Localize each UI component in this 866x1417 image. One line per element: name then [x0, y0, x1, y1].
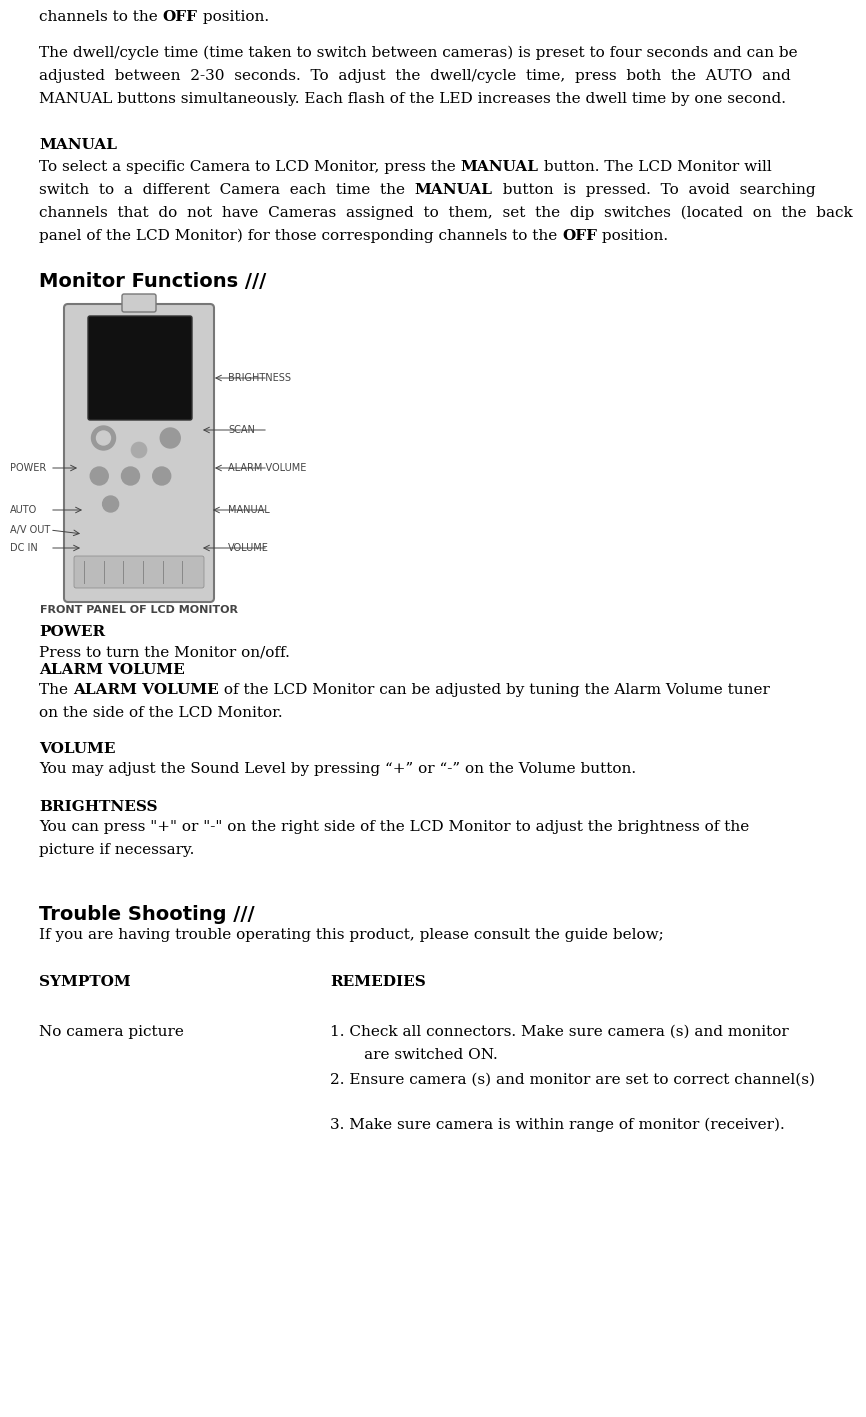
Text: MANUAL: MANUAL [461, 160, 539, 174]
FancyBboxPatch shape [74, 555, 204, 588]
Text: picture if necessary.: picture if necessary. [39, 843, 194, 857]
Text: panel of the LCD Monitor) for those corresponding channels to the: panel of the LCD Monitor) for those corr… [39, 230, 562, 244]
Text: MANUAL: MANUAL [228, 504, 269, 514]
Text: The: The [39, 683, 73, 697]
Text: SYMPTOM: SYMPTOM [39, 975, 131, 989]
Text: ALARM VOLUME: ALARM VOLUME [73, 683, 218, 697]
Text: MANUAL buttons simultaneously. Each flash of the LED increases the dwell time by: MANUAL buttons simultaneously. Each flas… [39, 92, 786, 106]
Text: ALARM VOLUME: ALARM VOLUME [39, 663, 184, 677]
Text: VOLUME: VOLUME [39, 743, 115, 757]
FancyBboxPatch shape [122, 293, 156, 312]
Text: channels to the: channels to the [39, 10, 163, 24]
Circle shape [96, 431, 111, 445]
Circle shape [102, 496, 119, 512]
Text: BRIGHTNESS: BRIGHTNESS [39, 801, 158, 813]
Text: MANUAL: MANUAL [39, 137, 117, 152]
Text: button. The LCD Monitor will: button. The LCD Monitor will [539, 160, 772, 174]
Text: are switched ON.: are switched ON. [330, 1049, 498, 1061]
Circle shape [121, 468, 139, 485]
Text: The dwell/cycle time (time taken to switch between cameras) is preset to four se: The dwell/cycle time (time taken to swit… [39, 45, 798, 61]
Text: 3. Make sure camera is within range of monitor (receiver).: 3. Make sure camera is within range of m… [330, 1118, 785, 1132]
Text: position.: position. [197, 10, 268, 24]
Text: button  is  pressed.  To  avoid  searching: button is pressed. To avoid searching [493, 183, 816, 197]
Text: REMEDIES: REMEDIES [330, 975, 426, 989]
Text: VOLUME: VOLUME [228, 543, 268, 553]
Text: MANUAL: MANUAL [415, 183, 493, 197]
Circle shape [92, 427, 115, 451]
Text: POWER: POWER [39, 625, 105, 639]
Text: OFF: OFF [562, 230, 598, 242]
Text: 2. Ensure camera (s) and monitor are set to correct channel(s): 2. Ensure camera (s) and monitor are set… [330, 1073, 815, 1087]
Text: You may adjust the Sound Level by pressing “+” or “-” on the Volume button.: You may adjust the Sound Level by pressi… [39, 762, 637, 777]
Text: If you are having trouble operating this product, please consult the guide below: If you are having trouble operating this… [39, 928, 663, 942]
Text: POWER: POWER [10, 463, 46, 473]
Text: OFF: OFF [163, 10, 197, 24]
Text: of the LCD Monitor can be adjusted by tuning the Alarm Volume tuner: of the LCD Monitor can be adjusted by tu… [218, 683, 770, 697]
FancyBboxPatch shape [64, 305, 214, 602]
Circle shape [131, 442, 147, 458]
Text: channels  that  do  not  have  Cameras  assigned  to  them,  set  the  dip  swit: channels that do not have Cameras assign… [39, 205, 853, 221]
Text: 1. Check all connectors. Make sure camera (s) and monitor: 1. Check all connectors. Make sure camer… [330, 1024, 789, 1039]
Circle shape [90, 468, 108, 485]
Circle shape [160, 428, 180, 448]
Text: ALARM VOLUME: ALARM VOLUME [228, 463, 307, 473]
Text: Press to turn the Monitor on/off.: Press to turn the Monitor on/off. [39, 645, 290, 659]
Text: No camera picture: No camera picture [39, 1024, 184, 1039]
Text: AUTO: AUTO [10, 504, 37, 514]
Text: A/V OUT: A/V OUT [10, 526, 50, 536]
Text: Trouble Shooting ///: Trouble Shooting /// [39, 905, 255, 924]
Text: on the side of the LCD Monitor.: on the side of the LCD Monitor. [39, 706, 282, 720]
Text: You can press "+" or "-" on the right side of the LCD Monitor to adjust the brig: You can press "+" or "-" on the right si… [39, 820, 749, 835]
Text: position.: position. [598, 230, 669, 242]
Text: BRIGHTNESS: BRIGHTNESS [228, 373, 291, 383]
Text: FRONT PANEL OF LCD MONITOR: FRONT PANEL OF LCD MONITOR [40, 605, 238, 615]
Text: DC IN: DC IN [10, 543, 38, 553]
Text: adjusted  between  2-30  seconds.  To  adjust  the  dwell/cycle  time,  press  b: adjusted between 2-30 seconds. To adjust… [39, 69, 791, 84]
Text: To select a specific Camera to LCD Monitor, press the: To select a specific Camera to LCD Monit… [39, 160, 461, 174]
Circle shape [152, 468, 171, 485]
Text: SCAN: SCAN [228, 425, 255, 435]
Text: switch  to  a  different  Camera  each  time  the: switch to a different Camera each time t… [39, 183, 415, 197]
Text: Monitor Functions ///: Monitor Functions /// [39, 272, 266, 290]
FancyBboxPatch shape [88, 316, 192, 419]
